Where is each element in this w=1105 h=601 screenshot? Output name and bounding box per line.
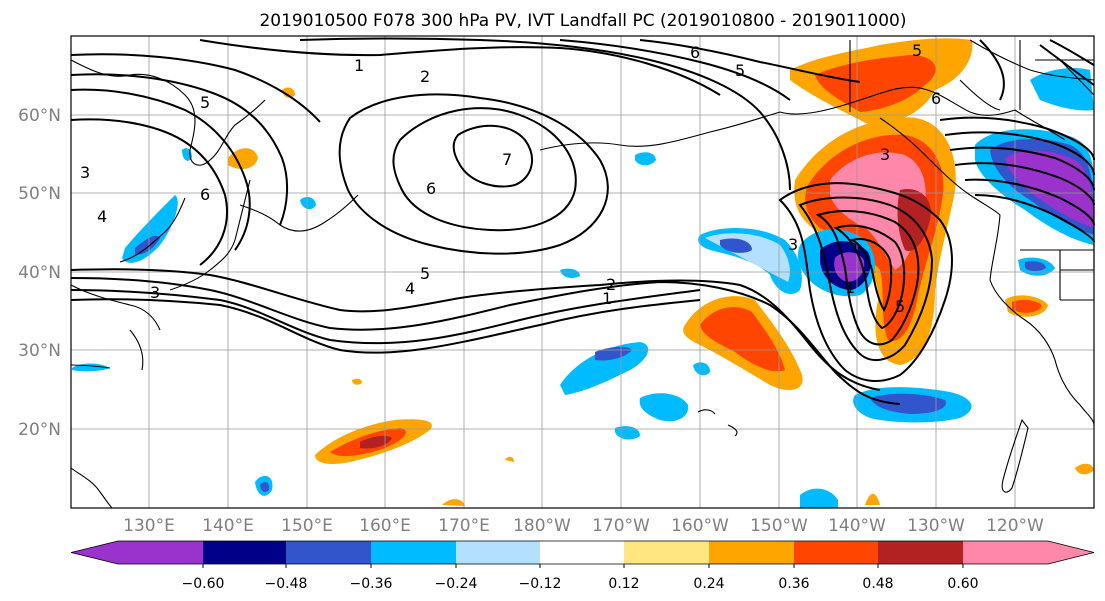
negative-anomaly-small-5: [560, 268, 580, 278]
lon-label: 180°W: [513, 516, 571, 536]
colorbar-segment: [286, 541, 371, 564]
lon-label: 160°E: [359, 516, 411, 536]
lon-label: 140°E: [202, 516, 254, 536]
lat-labels: 60°N 50°N 40°N 30°N 20°N: [18, 106, 61, 440]
positive-anomaly-mid-pacific-inner: [700, 307, 785, 372]
colorbar-tick-labels: −0.60 −0.48 −0.36 −0.24 −0.12 0.12 0.24 …: [182, 576, 979, 592]
colorbar-tick-label: −0.36: [350, 576, 393, 592]
colorbar-segment: [456, 541, 540, 564]
colorbar-tick-label: −0.24: [435, 576, 478, 592]
contour-label: 3: [80, 163, 90, 182]
lon-label: 160°W: [671, 516, 729, 536]
colorbar-tick-label: 0.60: [947, 576, 978, 592]
negative-anomaly-small-1-inner: [1025, 261, 1046, 271]
lon-labels: 130°E 140°E 150°E 160°E 170°E 180°W 170°…: [123, 516, 1044, 536]
colorbar-tick-label: 0.24: [693, 576, 724, 592]
negative-anomaly-south-east-inner: [870, 393, 946, 414]
lon-label: 170°E: [438, 516, 490, 536]
contour-label: 3: [150, 283, 160, 302]
negative-anomaly-small-8-inner: [260, 482, 270, 493]
positive-anomaly-small-2: [282, 87, 295, 98]
positive-anomaly-small-6: [865, 493, 880, 505]
negative-anomaly-north-america-core: [1005, 150, 1094, 228]
positive-anomaly-small-8: [505, 456, 514, 462]
contour-label: 3: [880, 145, 890, 164]
colorbar-segment: [794, 541, 878, 564]
lon-label: 130°E: [123, 516, 175, 536]
colorbar-segment: [624, 541, 709, 564]
negative-anomaly-small-4: [635, 152, 656, 166]
contour-label: 2: [606, 275, 616, 294]
colorbar-tick-label: 0.48: [862, 576, 893, 592]
map-title: 2019010500 F078 300 hPa PV, IVT Landfall…: [259, 11, 906, 31]
negative-anomaly-central-pacific: [560, 342, 649, 395]
ivt-anomaly-shading: [72, 38, 1094, 508]
positive-anomaly-alaska-north-inner: [815, 55, 936, 112]
lat-label: 40°N: [18, 263, 61, 283]
contour-label: 5: [420, 264, 430, 283]
lon-label: 130°W: [907, 516, 965, 536]
colorbar: [70, 540, 1095, 568]
colorbar-segment: [203, 541, 286, 564]
lon-label: 150°E: [281, 516, 333, 536]
positive-anomaly-small-3-inner: [1012, 299, 1042, 313]
positive-anomaly-small-4: [1075, 463, 1094, 475]
positive-anomaly-small-7: [352, 378, 362, 385]
negative-anomaly-small-7: [693, 362, 710, 376]
contour-label: 1: [602, 289, 612, 308]
lon-label: 140°W: [828, 516, 886, 536]
colorbar-outline: [70, 540, 1095, 565]
contour-label: 6: [931, 89, 941, 108]
contour-label: 6: [200, 185, 210, 204]
contour-label: 2: [420, 67, 430, 86]
negative-anomaly-small-9: [800, 488, 838, 508]
contour-label: 3: [788, 235, 798, 254]
negative-anomaly-central-pacific-2: [639, 393, 689, 422]
colorbar-segment: [540, 541, 624, 564]
colorbar-segment: [371, 541, 456, 564]
colorbar-segment: [878, 541, 963, 564]
lat-label: 50°N: [18, 184, 61, 204]
negative-anomaly-japan: [122, 195, 178, 263]
pv-contours: [70, 37, 1095, 405]
colorbar-tick-label: −0.48: [265, 576, 308, 592]
colorbar-segment: [963, 541, 1048, 564]
colorbar-extend-right: [1048, 541, 1094, 564]
contour-label: 4: [97, 207, 107, 226]
colorbar-segment: [709, 541, 794, 564]
lon-label: 150°W: [750, 516, 808, 536]
contour-label: 4: [405, 279, 415, 298]
negative-anomaly-japan-inner: [135, 235, 160, 255]
graticule: [71, 36, 1094, 508]
positive-anomaly-small-5: [442, 499, 465, 506]
lat-label: 20°N: [18, 420, 61, 440]
colorbar-extend-left: [71, 541, 118, 564]
map-frame: [70, 35, 1095, 509]
colorbar-tick-label: 0.36: [778, 576, 809, 592]
colorbar-tick-label: −0.12: [519, 576, 562, 592]
contour-label: 5: [895, 297, 905, 316]
contour-label: 6: [690, 43, 700, 62]
lon-label: 120°W: [986, 516, 1044, 536]
contour-label: 5: [200, 93, 210, 112]
contour-labels: 1 2 5 6 6 5 4 3 6 5 4 3 2 1 5 3 6 7 1 3 …: [80, 41, 941, 316]
lat-label: 60°N: [18, 106, 61, 126]
contour-label: 5: [735, 61, 745, 80]
contour-label: 7: [502, 150, 512, 169]
negative-anomaly-small-3: [300, 197, 316, 210]
lat-label: 30°N: [18, 341, 61, 361]
coastlines: [70, 39, 1095, 509]
colorbar-segment: [118, 541, 203, 564]
contour-label: 1: [354, 56, 364, 75]
contour-label: 5: [912, 41, 922, 60]
positive-anomaly-west-pacific-core: [360, 435, 392, 449]
contour-label: 6: [426, 179, 436, 198]
negative-anomaly-mid-east-inner: [720, 238, 752, 253]
positive-anomaly-small-1: [228, 148, 258, 170]
colorbar-tick-label: 0.12: [608, 576, 639, 592]
colorbar-tick-label: −0.60: [182, 576, 225, 592]
contour-label: 1: [845, 278, 855, 297]
lon-label: 170°W: [592, 516, 650, 536]
